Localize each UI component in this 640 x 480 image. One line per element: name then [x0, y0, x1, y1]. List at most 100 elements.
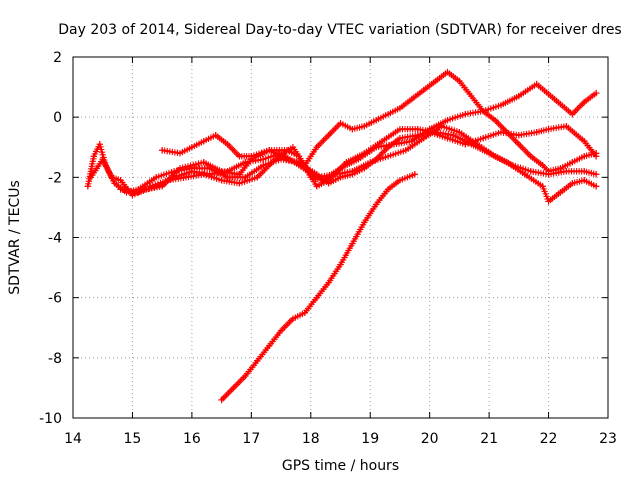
data-point [313, 174, 320, 181]
data-point [378, 138, 386, 145]
data-point [277, 327, 285, 334]
data-point [515, 92, 523, 100]
data-point [182, 174, 190, 181]
series-layer [84, 68, 600, 404]
data-point [242, 174, 249, 181]
data-point [491, 116, 499, 124]
x-tick-label: 15 [124, 431, 142, 447]
data-point [90, 153, 98, 160]
x-tick-label: 20 [421, 431, 439, 447]
data-point [295, 162, 303, 169]
data-point [396, 104, 404, 112]
data-point [509, 162, 517, 169]
x-tick-label: 16 [183, 431, 201, 447]
data-point [411, 171, 419, 178]
data-point [331, 171, 338, 178]
data-point [414, 126, 421, 133]
series-line [149, 128, 598, 203]
data-point [361, 122, 368, 130]
data-point [592, 183, 600, 190]
data-point [367, 159, 374, 166]
data-point [361, 150, 368, 157]
data-point [117, 177, 124, 184]
data-point [479, 135, 487, 142]
data-point [349, 240, 356, 247]
x-tick-label: 14 [64, 431, 82, 447]
x-tick-label: 21 [480, 431, 498, 447]
data-point [230, 384, 237, 392]
data-point [248, 153, 255, 160]
data-point [438, 122, 445, 130]
data-point [444, 135, 451, 142]
data-point [224, 141, 231, 148]
data-point [111, 180, 118, 187]
data-point [224, 168, 231, 175]
data-point [206, 165, 213, 172]
data-point [200, 138, 207, 145]
data-point [432, 77, 439, 85]
data-point [408, 95, 416, 103]
data-point [188, 144, 196, 151]
x-tick-label: 19 [361, 431, 379, 447]
data-point [468, 92, 475, 100]
data-point [474, 141, 481, 148]
data-point [420, 86, 427, 94]
data-point [569, 110, 576, 118]
data-point [254, 357, 261, 365]
data-point [361, 219, 368, 226]
data-point [557, 189, 564, 196]
data-point [84, 183, 92, 190]
data-point [384, 186, 392, 193]
data-point [271, 156, 279, 163]
chart-title: Day 203 of 2014, Sidereal Day-to-day VTE… [58, 22, 621, 38]
data-point [176, 150, 184, 157]
data-point [117, 186, 124, 193]
y-tick-label: 2 [53, 50, 62, 66]
data-point [479, 107, 487, 115]
data-point [384, 153, 392, 160]
data-point [456, 129, 463, 136]
data-point [224, 174, 231, 181]
data-point [313, 144, 320, 151]
data-point [212, 132, 219, 139]
data-point [242, 159, 249, 166]
data-point [462, 110, 469, 118]
y-tick-label: -10 [39, 411, 62, 427]
y-tick-label: -6 [48, 291, 62, 307]
data-point [569, 159, 576, 166]
data-point [396, 177, 404, 184]
data-point [592, 150, 600, 157]
data-point [533, 80, 540, 88]
data-point [468, 141, 475, 148]
data-point [503, 129, 511, 136]
data-point [337, 261, 344, 268]
data-point [153, 174, 160, 181]
data-point [581, 153, 588, 160]
data-point [569, 180, 576, 187]
series-line [220, 173, 416, 402]
data-point [93, 165, 100, 172]
data-point [99, 156, 106, 163]
series-plus-markers [218, 171, 419, 404]
y-tick-label: -4 [48, 231, 62, 247]
data-point [581, 138, 588, 145]
x-tick-label: 23 [599, 431, 617, 447]
data-point [135, 189, 142, 196]
data-point [592, 171, 600, 178]
x-tick-label: 18 [302, 431, 320, 447]
data-point [325, 177, 332, 184]
y-tick-labels: -10 -8 -6 -4 -2 0 2 [39, 50, 62, 427]
data-point [527, 153, 534, 160]
data-point [206, 171, 213, 178]
data-point [581, 98, 588, 106]
data-point [313, 183, 320, 190]
data-point [301, 309, 309, 316]
data-point [444, 68, 451, 76]
data-point [545, 126, 552, 133]
data-point [456, 77, 463, 85]
x-axis-label: GPS time / hours [282, 458, 399, 474]
data-point [343, 159, 350, 166]
data-point [539, 183, 546, 190]
data-point [497, 101, 505, 109]
data-point [414, 132, 421, 139]
